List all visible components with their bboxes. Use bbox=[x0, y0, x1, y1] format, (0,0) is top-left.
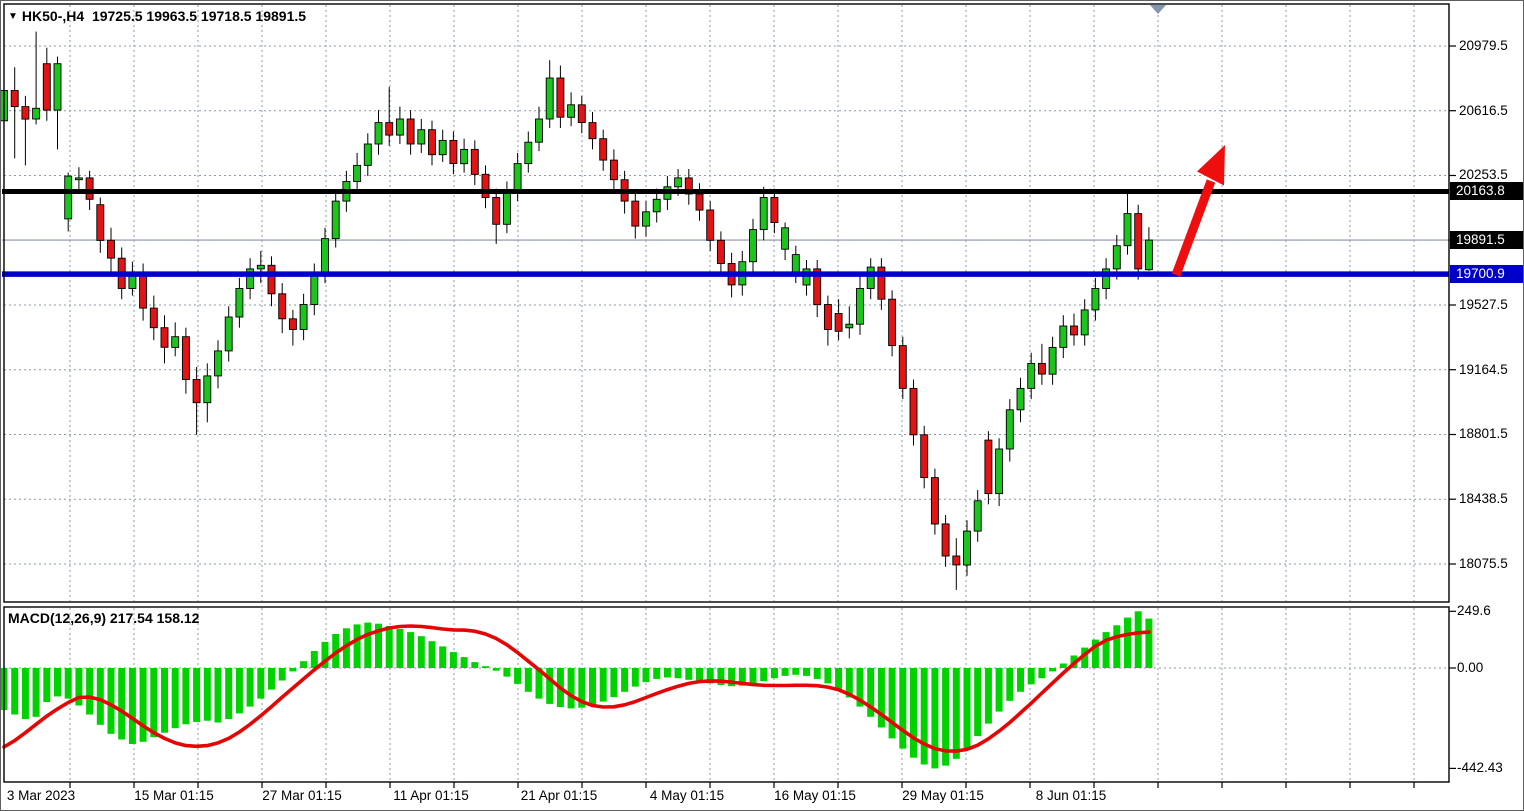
candles-layer bbox=[1, 31, 1153, 590]
macd-signal-line bbox=[2, 624, 1151, 753]
grid-layer bbox=[4, 5, 1449, 781]
axis-ticks bbox=[69, 45, 1456, 788]
bar-end-marker-icon bbox=[1150, 5, 1166, 14]
macd-histogram bbox=[1, 611, 1153, 769]
trend-arrow[interactable] bbox=[1171, 145, 1225, 277]
macd-pane-border bbox=[3, 606, 1450, 783]
main-pane-border bbox=[3, 3, 1450, 603]
